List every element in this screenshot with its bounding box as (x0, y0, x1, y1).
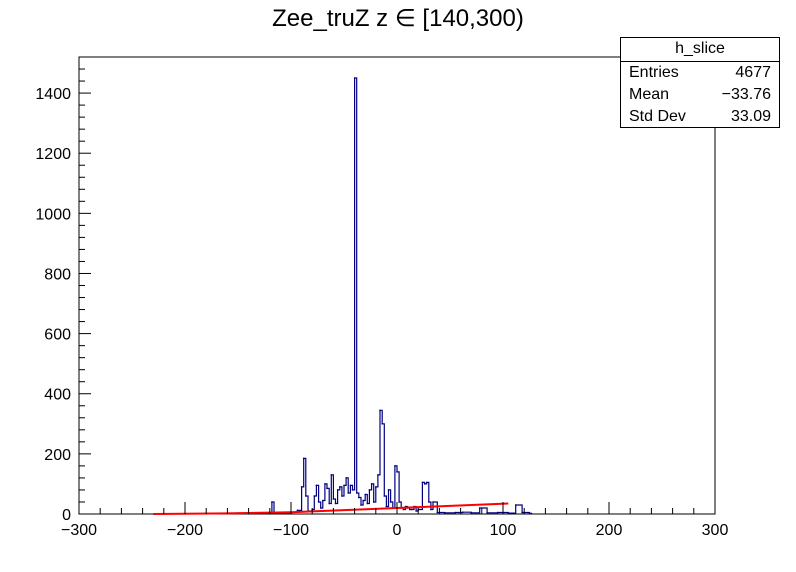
histogram-bin-point (315, 484, 318, 487)
histogram-bin-point (319, 507, 322, 509)
histogram-bin-point (428, 501, 430, 503)
series-layer (153, 77, 533, 515)
histogram-bin-point (326, 487, 328, 490)
histogram-bin-point (343, 484, 345, 487)
histogram-bin-point (478, 507, 481, 509)
histogram-bin-point (368, 489, 371, 491)
histogram-bin-point (324, 483, 326, 485)
axis-layer: 0 200 400 600 800 1000 1200 1400 −300 −200 −100 0 10… (35, 56, 729, 539)
histogram-bin-point (360, 504, 362, 506)
histogram-line (226, 77, 533, 514)
chart-title: Zee_truZ z ∈ [140,300) (272, 5, 524, 32)
histogram-bin-point (364, 493, 367, 496)
stats-label: Entries (629, 64, 679, 81)
y-tick-label: 1400 (35, 86, 71, 103)
histogram-bin-point (366, 502, 369, 505)
stats-row-stddev: Std Dev 33.09 (621, 106, 779, 128)
y-tick-label: 200 (44, 447, 71, 464)
histogram-bin-point (353, 77, 356, 79)
histogram-bin-point (336, 489, 339, 491)
histogram-bin-point (415, 510, 417, 512)
histogram-bin-point (339, 486, 341, 488)
histogram-bin-point (385, 505, 388, 508)
histogram-bin-point (334, 502, 337, 505)
histogram-bin-point (425, 481, 428, 484)
histogram-bin-point (328, 502, 331, 505)
stats-value: 33.09 (730, 108, 771, 125)
histogram-bin-point (387, 489, 390, 491)
histogram-bin-point (514, 504, 517, 506)
histogram-bin-point (396, 471, 398, 473)
histogram-bin-point (355, 492, 358, 494)
histogram-bin-point (454, 511, 457, 514)
stats-value: −33.76 (721, 86, 771, 103)
histogram-bin-point (521, 511, 523, 514)
histogram-bin-point (372, 501, 375, 503)
histogram-bin-point (436, 511, 439, 514)
histogram-bin-point (486, 512, 488, 514)
histogram-bin-point (379, 409, 381, 412)
histogram-bin-point (305, 495, 307, 497)
histogram-bin-point (430, 508, 432, 511)
histogram-bin-point (358, 496, 360, 499)
y-tick-label: 400 (44, 387, 71, 404)
x-tick-label: 100 (490, 522, 517, 539)
histogram-bin-point (317, 501, 320, 503)
histogram-bin-point (347, 492, 350, 494)
stats-row-entries: Entries 4677 (621, 62, 779, 84)
histogram-bin-point (381, 423, 384, 425)
stats-box: h_slice Entries 4677 Mean −33.76 Std Dev… (620, 37, 780, 128)
histogram-bin-point (408, 508, 411, 511)
histogram-bin-point (375, 486, 377, 488)
histogram-bin-point (332, 498, 335, 500)
histogram-bin-point (300, 486, 303, 488)
x-tick-label: −100 (273, 522, 309, 539)
histogram-bin-point (461, 511, 464, 513)
histogram-bin-point (411, 508, 413, 511)
y-tick-label: 800 (44, 266, 71, 283)
histogram-bin-point (330, 474, 333, 476)
stats-value: 4677 (735, 64, 771, 81)
histogram-bin-point (528, 512, 531, 515)
histogram-bin-point (351, 489, 354, 491)
histogram-bin-point (443, 512, 446, 514)
histogram-bin-point (302, 457, 305, 460)
histogram-bin-point (271, 501, 273, 503)
x-tick-label: −200 (167, 522, 203, 539)
histogram-bin-point (345, 477, 347, 479)
histogram-bin-point (496, 511, 499, 514)
x-tick-label: 200 (596, 522, 623, 539)
x-tick-label: 300 (702, 522, 729, 539)
histogram-bin-point (341, 495, 343, 497)
stats-label: Std Dev (629, 108, 686, 125)
y-tick-label: 1200 (35, 146, 71, 163)
stats-label: Mean (629, 86, 670, 103)
histogram-bin-point (402, 508, 405, 511)
histogram-bin-point (389, 501, 392, 503)
histogram-bin-point (362, 499, 364, 502)
histogram-bin-point (349, 484, 352, 487)
y-tick-label: 0 (62, 507, 71, 524)
histogram-bin-point (313, 495, 316, 497)
histogram-bin-point (470, 512, 473, 514)
histogram-bin-point (398, 501, 400, 503)
histogram-bin-point (383, 495, 386, 497)
stats-title: h_slice (621, 38, 779, 62)
x-tick-label: 0 (393, 522, 402, 539)
y-tick-label: 1000 (35, 206, 71, 223)
histogram-bin-point (423, 483, 426, 485)
histogram-bin-point (432, 501, 434, 503)
histogram-bin-point (421, 481, 424, 484)
x-tick-label: −300 (61, 522, 97, 539)
histogram-bin-point (370, 483, 373, 485)
stats-row-mean: Mean −33.76 (621, 84, 779, 106)
histogram-bin-point (377, 474, 379, 476)
histogram-bin-point (296, 509, 299, 512)
histogram-bin-point (394, 465, 396, 467)
y-tick-label: 600 (44, 327, 71, 344)
histogram-bin-point (507, 512, 510, 514)
histogram-bin-point (322, 499, 324, 502)
